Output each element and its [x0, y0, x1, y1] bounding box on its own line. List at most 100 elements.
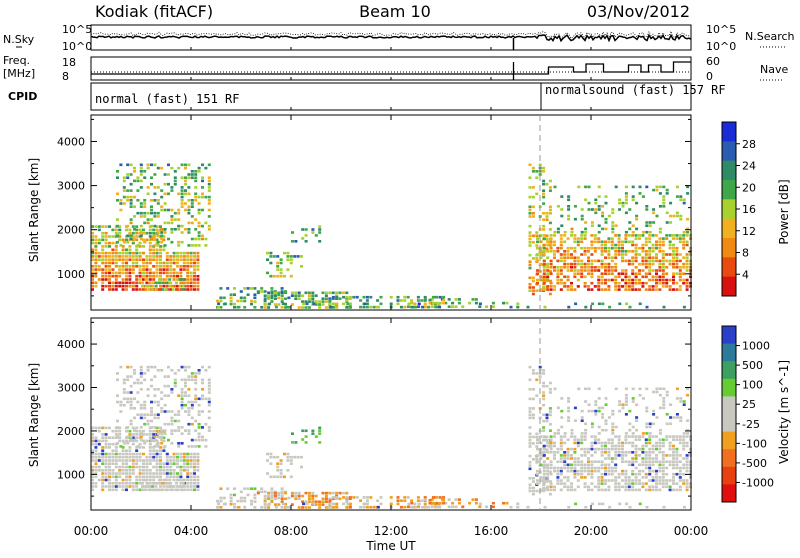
velocity-cell [644, 454, 648, 457]
velocity-cell [669, 403, 673, 406]
velocity-cell [142, 472, 145, 475]
velocity-cell [131, 459, 135, 462]
velocity-cell [638, 482, 641, 485]
velocity-cell [638, 393, 642, 397]
power-cell [111, 268, 115, 271]
power-cell [641, 230, 645, 234]
power-cell [590, 266, 594, 269]
colorbar-swatch [722, 414, 736, 433]
power-cell [601, 214, 605, 218]
power-cell [553, 185, 557, 189]
power-cell [159, 225, 162, 228]
velocity-cell [423, 502, 427, 506]
velocity-cell [311, 432, 315, 435]
power-cell [270, 287, 274, 290]
velocity-cell [675, 387, 679, 391]
power-cell [611, 208, 615, 211]
power-cell [297, 291, 301, 295]
velocity-cell [502, 501, 506, 505]
velocity-cell [148, 446, 152, 449]
velocity-cell [156, 388, 160, 391]
power-cell [421, 305, 425, 309]
velocity-cell [614, 454, 618, 457]
power-cell [407, 302, 411, 306]
velocity-cell [129, 365, 133, 369]
velocity-cell [125, 449, 128, 452]
velocity-cell [559, 447, 563, 451]
power-cell [535, 244, 539, 247]
power-cell [607, 278, 611, 282]
power-cell [594, 211, 598, 215]
power-cell [539, 253, 543, 256]
power-cell [122, 179, 126, 183]
velocity-cell [672, 416, 676, 419]
power-cell [104, 238, 108, 242]
velocity-cell [187, 429, 191, 432]
power-cell [121, 255, 125, 258]
velocity-cell [243, 496, 247, 500]
power-cell [648, 259, 652, 263]
power-cell [573, 288, 577, 291]
velocity-cell [543, 505, 547, 509]
power-cell [604, 240, 607, 244]
velocity-cell [617, 476, 621, 479]
velocity-cell [176, 472, 179, 475]
velocity-cell [423, 505, 427, 509]
velocity-cell [138, 455, 142, 459]
power-cell [256, 291, 260, 295]
velocity-cell [190, 378, 194, 382]
power-cell [686, 217, 690, 221]
velocity-cell [627, 441, 631, 445]
velocity-cell [528, 454, 532, 458]
velocity-cell [573, 460, 577, 463]
velocity-cell [624, 435, 628, 438]
power-cell [126, 195, 130, 199]
power-cell [194, 179, 198, 183]
power-cell [570, 269, 573, 272]
velocity-cell [645, 425, 649, 429]
velocity-cell [318, 429, 322, 433]
velocity-cell [474, 501, 478, 505]
power-cell [311, 228, 315, 231]
velocity-cell [587, 472, 590, 476]
velocity-cell [607, 472, 611, 476]
power-cell [270, 296, 274, 300]
velocity-cell [94, 465, 98, 469]
power-cell [379, 295, 383, 299]
power-cell [196, 281, 200, 285]
velocity-cell [542, 391, 546, 394]
velocity-cell [159, 452, 162, 456]
velocity-cell [263, 494, 267, 498]
power-cell [549, 250, 553, 253]
power-cell [118, 238, 122, 242]
velocity-cell [546, 472, 550, 476]
velocity-cell [542, 454, 546, 457]
power-cell [155, 251, 159, 255]
power-cell [604, 272, 607, 275]
velocity-cell [634, 472, 638, 476]
power-cell [655, 288, 658, 291]
velocity-cell [273, 494, 277, 498]
power-cell [170, 186, 174, 189]
power-cell [549, 266, 553, 269]
velocity-cell [276, 462, 280, 465]
power-cell [114, 274, 118, 278]
power-cell [396, 299, 400, 302]
power-cell [151, 288, 155, 291]
power-cell [624, 240, 628, 244]
velocity-cell [678, 454, 682, 457]
velocity-cell [190, 407, 194, 410]
velocity-cell [685, 469, 689, 473]
power-cell [286, 255, 290, 258]
power-cell [658, 205, 662, 208]
power-cell [593, 259, 597, 263]
velocity-cell [172, 455, 176, 459]
velocity-cell [600, 466, 604, 470]
power-cell [438, 305, 442, 309]
power-cell [604, 195, 608, 198]
power-cell [614, 275, 618, 279]
power-cell [318, 303, 322, 306]
power-cell [624, 269, 628, 272]
power-cell [116, 224, 119, 228]
